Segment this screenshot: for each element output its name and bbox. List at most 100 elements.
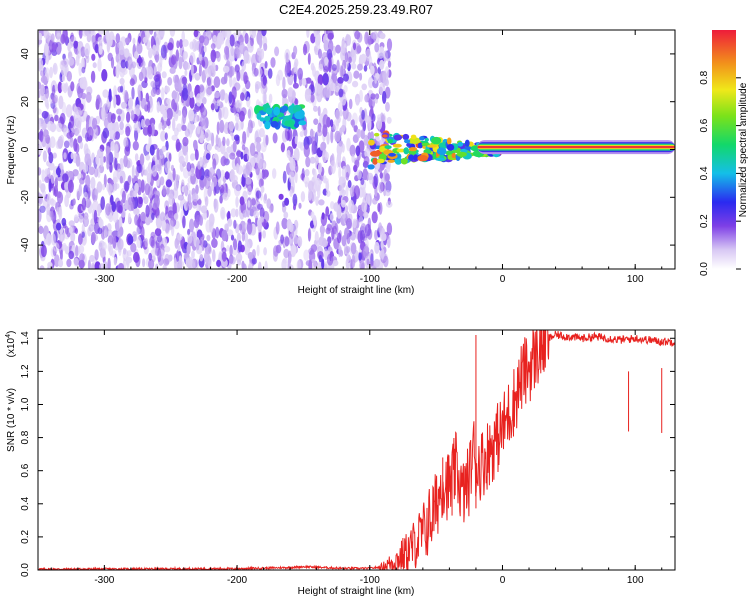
heatmap-cell [275,221,280,235]
heatmap-cell [66,71,73,82]
heatmap-cell [353,124,358,133]
heatmap-cell [234,156,241,168]
heatmap-cell [456,151,467,157]
heatmap-cell [403,147,410,155]
heatmap-cell [56,191,62,199]
heatmap-cell [52,152,57,159]
heatmap-cell [286,149,291,159]
heatmap-cell [352,42,357,51]
heatmap-cell [102,89,109,98]
heatmap-cell [152,154,157,161]
heatmap-cell [134,153,139,162]
y-tick-label: -40 [20,237,31,252]
heatmap-cell [94,249,99,261]
snr-series-line [38,330,675,570]
heatmap-cell [127,212,131,224]
heatmap-cell [147,66,154,80]
heatmap-cell [346,252,350,263]
heatmap-cell [262,162,266,170]
heatmap-cell [264,120,271,130]
heatmap-cell [387,60,392,68]
heatmap-cell [345,185,349,199]
heatmap-cell [337,232,342,244]
heatmap-cell [203,45,207,53]
heatmap-cell [314,231,319,244]
heatmap-cell [287,259,291,269]
y-tick-label: -20 [20,190,31,205]
heatmap-cell [56,32,62,40]
heatmap-cell [171,134,178,141]
heatmap-cell [270,120,279,128]
heatmap-cell [69,136,74,148]
heatmap-cell [427,144,438,148]
snr-xlabel: Height of straight line (km) [298,586,415,597]
heatmap-cell [300,191,306,203]
heatmap-cell [115,94,121,106]
heatmap-cell [115,33,121,44]
heatmap-cell [310,244,318,253]
heatmap-cell [263,91,267,104]
heatmap-cell [341,40,346,54]
spectrogram-xlabel: Height of straight line (km) [298,285,415,296]
heatmap-cell [46,233,52,246]
heatmap-cell [164,223,170,235]
heatmap-cell [293,45,298,56]
heatmap-cell [78,30,83,39]
heatmap-cell [160,211,166,222]
heatmap-cell [221,30,228,38]
heatmap-cell [190,153,196,161]
heatmap-cell [167,77,173,86]
heatmap-cell [117,238,124,250]
heatmap-cell [457,141,464,147]
heatmap-cell [356,45,362,54]
heatmap-cell [301,78,307,86]
heatmap-cell [298,109,305,118]
heatmap-cell [80,46,86,58]
heatmap-cell [105,145,111,155]
heatmap-cell [253,153,259,164]
heatmap-cell [242,168,249,179]
heatmap-cell [121,101,127,109]
heatmap-cell [226,244,230,252]
heatmap-cell [189,52,196,64]
heatmap-cell [264,193,267,201]
heatmap-cell [354,159,360,169]
heatmap-cell [153,194,160,209]
heatmap-cell [265,134,269,146]
heatmap-cell [195,239,200,251]
heatmap-cell [410,134,417,140]
heatmap-cell [242,131,247,144]
heatmap-cell [209,221,214,234]
heatmap-cell [43,129,49,138]
heatmap-cell [331,227,335,241]
heatmap-cell [199,35,205,44]
colorbar-ticks: 0.0 0.2 0.4 0.6 0.8 [699,70,741,276]
heatmap-cell [81,197,87,211]
heatmap-cell [126,56,133,70]
heatmap-cell [79,253,85,262]
heatmap-cell [362,168,368,181]
heatmap-cell [246,221,253,235]
heatmap-cell [123,90,129,104]
x-tick-label: -300 [94,575,114,586]
heatmap-cell [128,97,134,110]
heatmap-cell [144,118,151,126]
heatmap-cell [217,137,221,149]
heatmap-cell [220,156,227,167]
heatmap-cell [119,226,124,237]
heatmap-cell [258,128,265,138]
heatmap-cell [84,42,91,57]
heatmap-cell [353,70,360,79]
heatmap-cell [283,115,292,121]
heatmap-cell [212,249,216,262]
heatmap-cell [256,47,262,56]
heatmap-cell [147,124,153,137]
heatmap-cell [358,215,364,224]
heatmap-cell [93,209,98,224]
heatmap-cell [251,257,257,265]
heatmap-cell [417,155,429,162]
heatmap-cell [339,176,346,184]
heatmap-cell [215,226,220,239]
heatmap-cell [142,126,149,136]
snr-ticks: -300 -200 -100 0 100 0.0 0.2 0.4 0.6 0.8 1.0 1.2 1.4 [20,330,675,586]
